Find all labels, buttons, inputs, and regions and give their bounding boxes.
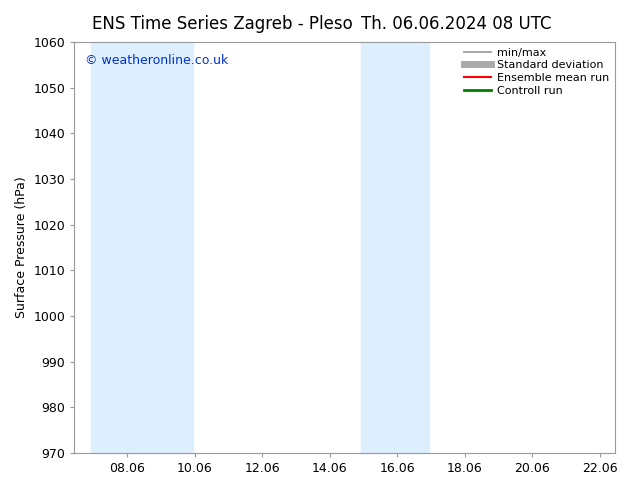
Legend: min/max, Standard deviation, Ensemble mean run, Controll run: min/max, Standard deviation, Ensemble me… — [463, 48, 609, 96]
Bar — [361, 42, 429, 453]
Text: ENS Time Series Zagreb - Pleso: ENS Time Series Zagreb - Pleso — [91, 15, 353, 33]
Bar — [91, 42, 193, 453]
Text: © weatheronline.co.uk: © weatheronline.co.uk — [85, 54, 228, 68]
Text: Th. 06.06.2024 08 UTC: Th. 06.06.2024 08 UTC — [361, 15, 552, 33]
Y-axis label: Surface Pressure (hPa): Surface Pressure (hPa) — [15, 176, 28, 318]
